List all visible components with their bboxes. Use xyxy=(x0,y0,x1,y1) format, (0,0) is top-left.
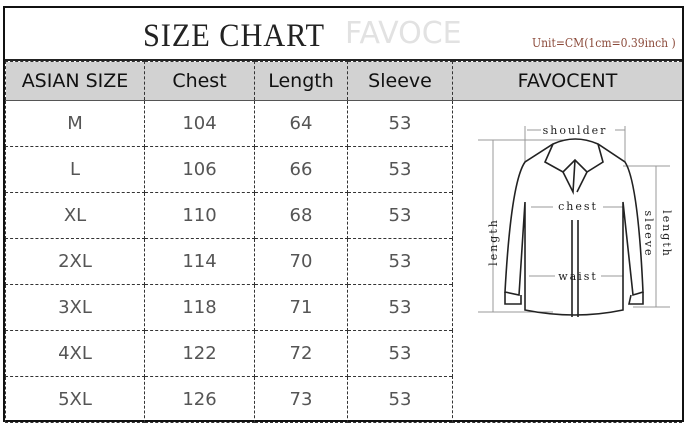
chest-cell: 118 xyxy=(144,284,255,331)
size-cell: 3XL xyxy=(5,284,145,331)
header-brand: FAVOCENT xyxy=(452,61,682,101)
header-chest: Chest xyxy=(144,61,255,101)
table-row: 4XL 122 72 53 xyxy=(5,330,683,377)
length-cell: 72 xyxy=(254,330,348,377)
sleeve-cell: 53 xyxy=(347,284,453,331)
size-cell: XL xyxy=(5,192,145,239)
shirt-diagram: shoulder chest waist length sleeve lengt… xyxy=(478,124,673,317)
length-cell: 71 xyxy=(254,284,348,331)
length-cell: 68 xyxy=(254,192,348,239)
label-length: length xyxy=(487,218,500,266)
size-cell: 2XL xyxy=(5,238,145,285)
size-cell: 5XL xyxy=(5,376,145,423)
chest-cell: 122 xyxy=(144,330,255,377)
label-shoulder: shoulder xyxy=(543,124,608,137)
size-cell: L xyxy=(5,146,145,193)
table-row: M 104 64 53 shoulder chest waist length sle… xyxy=(5,100,682,423)
chest-cell: 104 xyxy=(144,100,255,147)
length-cell: 64 xyxy=(254,100,348,147)
label-sleeve: sleeve xyxy=(642,210,655,257)
sleeve-cell: 53 xyxy=(347,146,453,193)
label-chest: chest xyxy=(558,200,598,213)
chest-cell: 110 xyxy=(144,192,255,239)
size-chart: SIZE CHART FAVOCE Unit=CM(1cm=0.39inch )… xyxy=(3,6,684,423)
sleeve-cell: 53 xyxy=(347,192,453,239)
watermark: FAVOCE xyxy=(345,16,462,51)
table-row: XL 110 68 53 xyxy=(5,192,683,239)
label-waist: waist xyxy=(558,270,598,283)
table-row: 5XL 126 73 53 xyxy=(5,376,683,423)
table-row: 2XL 114 70 53 xyxy=(5,238,683,285)
header-length: Length xyxy=(254,61,348,101)
label-sleeve-length: length xyxy=(660,210,673,258)
sleeve-cell: 53 xyxy=(347,330,453,377)
title-row: SIZE CHART FAVOCE Unit=CM(1cm=0.39inch ) xyxy=(5,8,682,61)
size-cell: 4XL xyxy=(5,330,145,377)
shirt-diagram-cell: shoulder chest waist length sleeve lengt… xyxy=(452,100,682,423)
table-row: 3XL 118 71 53 xyxy=(5,284,683,331)
chest-cell: 114 xyxy=(144,238,255,285)
unit-note: Unit=CM(1cm=0.39inch ) xyxy=(532,36,676,50)
length-cell: 66 xyxy=(254,146,348,193)
sleeve-cell: 53 xyxy=(347,100,453,147)
length-cell: 73 xyxy=(254,376,348,423)
table-row: L 106 66 53 xyxy=(5,146,683,193)
chest-cell: 126 xyxy=(144,376,255,423)
length-cell: 70 xyxy=(254,238,348,285)
size-table: ASIAN SIZE Chest Length Sleeve FAVOCENT … xyxy=(5,61,682,423)
chart-title: SIZE CHART xyxy=(143,18,325,54)
size-cell: M xyxy=(5,100,145,147)
sleeve-cell: 53 xyxy=(347,238,453,285)
chest-cell: 106 xyxy=(144,146,255,193)
header-row: ASIAN SIZE Chest Length Sleeve FAVOCENT xyxy=(5,61,682,101)
header-size: ASIAN SIZE xyxy=(5,61,145,101)
sleeve-cell: 53 xyxy=(347,376,453,423)
header-sleeve: Sleeve xyxy=(347,61,453,101)
